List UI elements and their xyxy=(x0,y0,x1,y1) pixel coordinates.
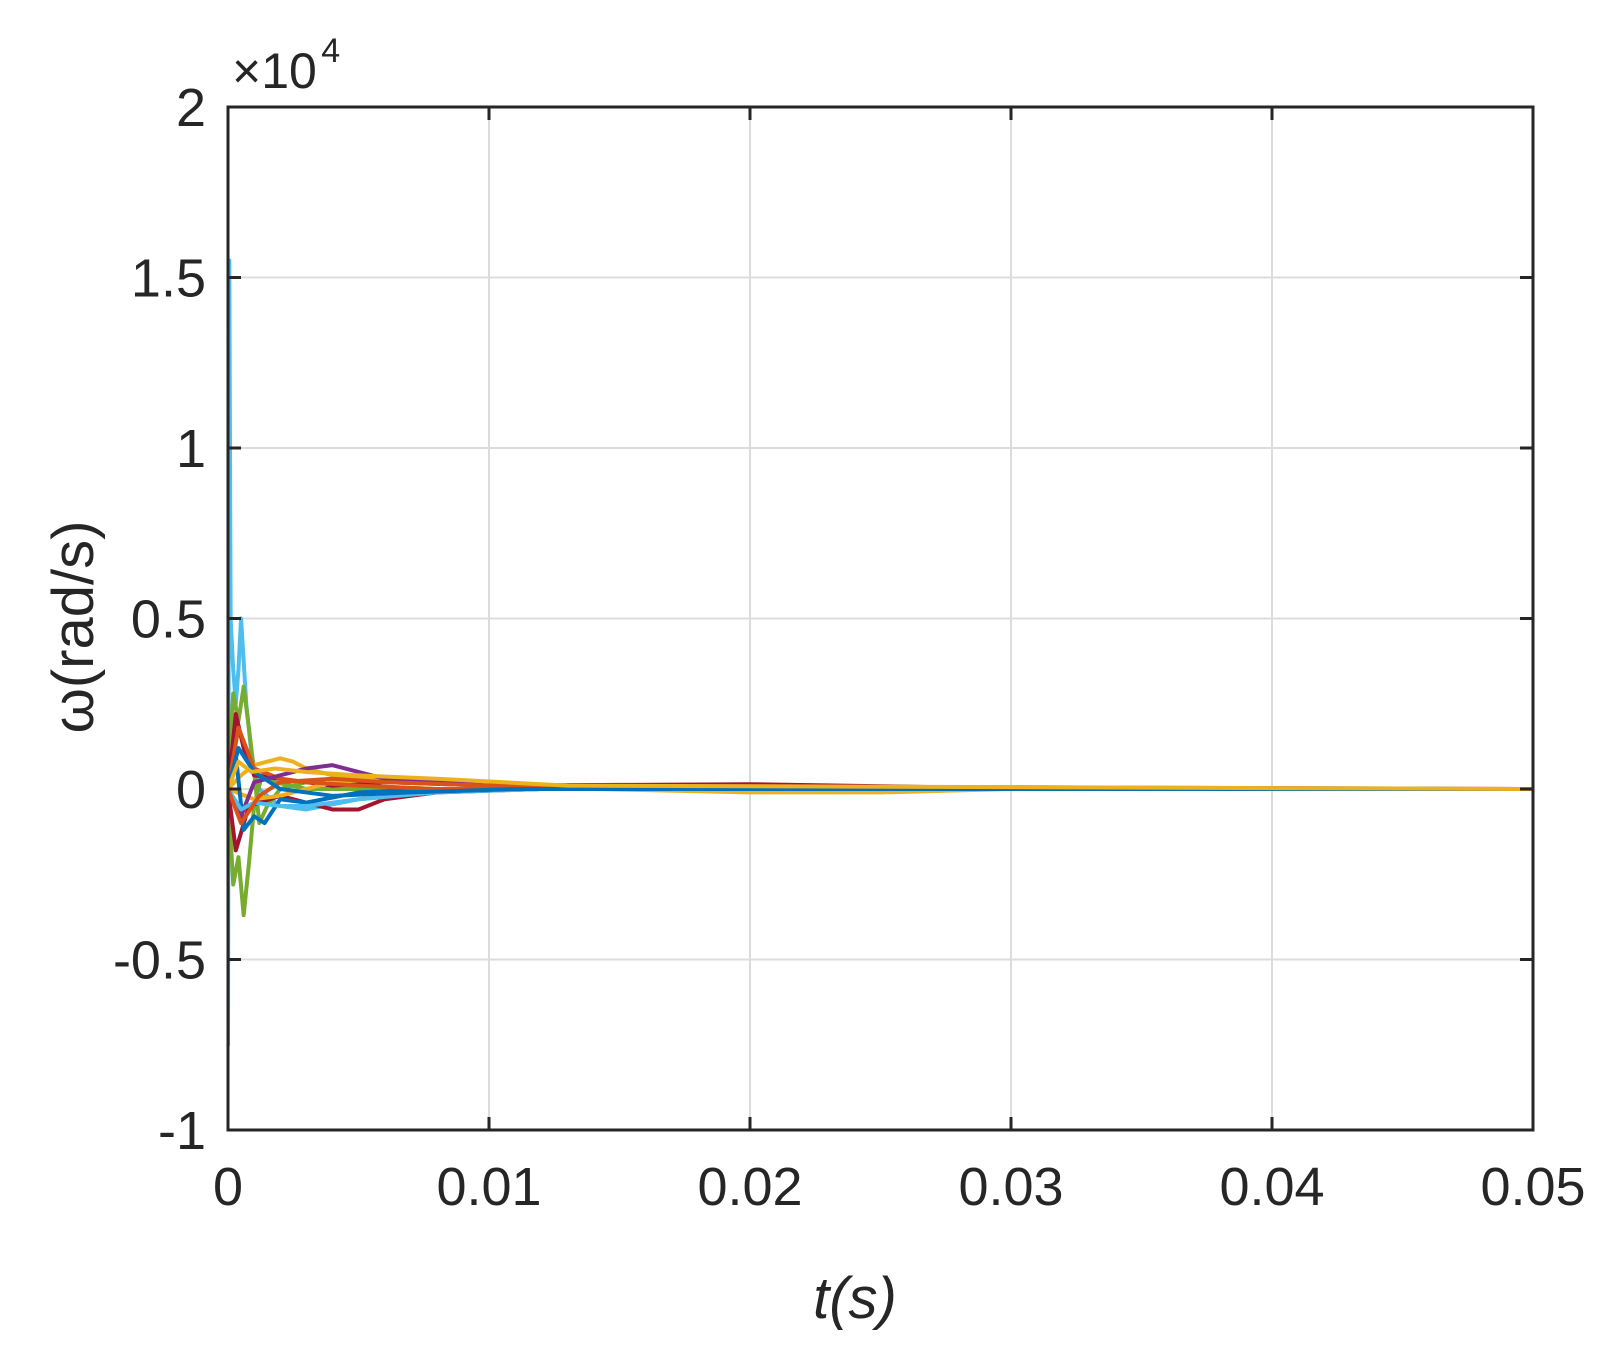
series-line-3 xyxy=(228,773,1533,918)
series-line-14 xyxy=(228,759,1533,791)
y-tick-label: -1 xyxy=(158,1101,206,1161)
y-tick-label: 2 xyxy=(176,78,206,138)
series-line-13 xyxy=(228,746,1533,798)
y-tick-label: 0.5 xyxy=(131,590,206,650)
x-tick-label: 0 xyxy=(213,1157,243,1217)
exponent-power: 4 xyxy=(321,32,340,70)
x-tick-label: 0.05 xyxy=(1480,1157,1585,1217)
x-axis-label: t(s) xyxy=(813,1266,897,1331)
series-line-5 xyxy=(228,787,1533,853)
y-tick-label: -0.5 xyxy=(113,931,206,991)
x-tick-label: 0.03 xyxy=(958,1157,1063,1217)
series-layer xyxy=(228,258,1533,1047)
x-tick-label: 0.02 xyxy=(697,1157,802,1217)
tick-labels: 0 0.01 0.02 0.03 0.04 0.05 -1 -0.5 0 0.5 1 1.5 2 xyxy=(113,78,1586,1217)
x-tick-label: 0.01 xyxy=(436,1157,541,1217)
grid-lines xyxy=(227,106,1534,1131)
exponent-times: ×10 xyxy=(232,43,317,99)
y-axis-exponent-label: ×10 4 xyxy=(232,32,340,99)
series-line-2 xyxy=(228,684,1533,826)
axis-ticks xyxy=(226,105,1535,1132)
y-tick-label: 1 xyxy=(176,419,206,479)
y-tick-label: 1.5 xyxy=(131,249,206,309)
y-axis-label: ω(rad/s) xyxy=(41,521,106,734)
series-line-1 xyxy=(228,258,1533,1047)
x-tick-label: 0.04 xyxy=(1219,1157,1324,1217)
y-tick-label: 0 xyxy=(176,760,206,820)
